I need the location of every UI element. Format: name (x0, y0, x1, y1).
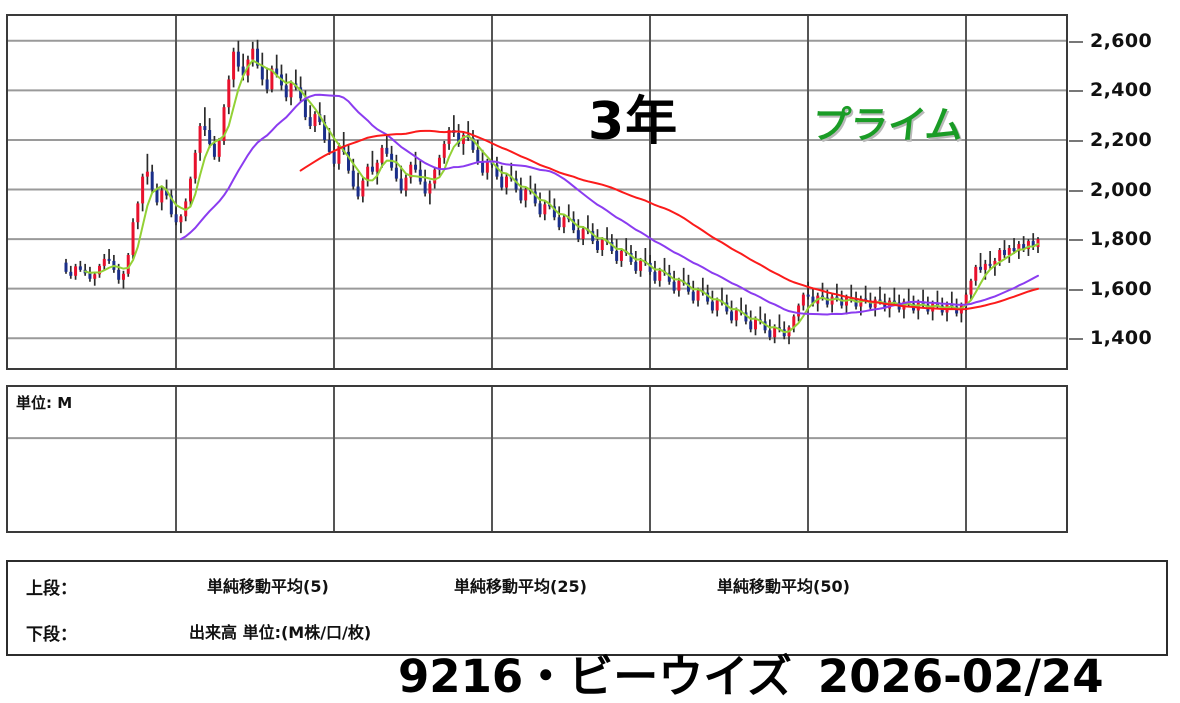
volume-unit-label: 単位: M (16, 394, 73, 412)
legend-entry-sma5-label: 単純移動平均(5) (207, 577, 329, 596)
legend-entry-volume-label: 出来高 単位:(M株/口/枚) (189, 623, 372, 642)
sma5-color-swatch (136, 584, 198, 587)
price-tick-label: 2,600 (1090, 29, 1153, 52)
period-annotation: 3年 (588, 92, 679, 152)
price-tick-mark (1069, 90, 1083, 93)
sma25-color-swatch (383, 584, 445, 587)
legend-entry-sma50-label: 単純移動平均(50) (717, 577, 850, 596)
price-plot (8, 16, 1066, 368)
legend-lower-panel-label: 下段： (26, 625, 77, 645)
market-annotation: プライム (809, 103, 966, 147)
legend-row-lower: 下段： 出来高 単位:(M株/口/枚) 9216・ビーウイズ 2026-02/24 (8, 610, 1166, 699)
ticker-title-line: 9216・ビーウイズ 2026-02/24 (398, 654, 1104, 699)
sma50-color-swatch (646, 584, 708, 587)
legend-row-upper: 上段： 単純移動平均(5) 単純移動平均(25) 単純移動平均(50) (8, 564, 1166, 606)
price-tick-mark (1069, 40, 1083, 43)
price-chart-panel (6, 14, 1068, 370)
price-tick-label: 1,600 (1090, 277, 1153, 300)
volume-color-swatch (118, 627, 180, 635)
legend-entry-volume: 出来高 単位:(M株/口/枚) (118, 619, 371, 643)
legend-entry-sma50: 単純移動平均(50) (646, 573, 850, 597)
volume-chart-panel (6, 385, 1068, 533)
price-tick-label: 2,400 (1090, 79, 1153, 102)
volume-plot (8, 387, 1066, 531)
ticker-symbol: 9216・ビーウイズ (398, 650, 792, 703)
legend-entry-sma25: 単純移動平均(25) (383, 573, 587, 597)
price-tick-label: 2,200 (1090, 128, 1153, 151)
as-of-date: 2026-02/24 (817, 650, 1104, 703)
price-tick-label: 2,000 (1090, 178, 1153, 201)
legend-entry-sma5: 単純移動平均(5) (136, 573, 329, 597)
legend-entry-sma25-label: 単純移動平均(25) (454, 577, 587, 596)
price-tick-mark (1069, 338, 1083, 341)
price-tick-mark (1069, 139, 1083, 142)
stock-chart-screenshot: 2,600 2,400 2,200 2,000 1,800 1,600 1,400 3年 プ… (6, 14, 1168, 699)
legend-upper-panel-label: 上段： (26, 579, 77, 599)
price-tick-mark (1069, 239, 1083, 242)
price-tick-mark (1069, 288, 1083, 291)
price-tick-label: 1,800 (1090, 228, 1153, 251)
price-tick-label: 1,400 (1090, 327, 1153, 350)
price-tick-mark (1069, 189, 1083, 192)
chart-legend: 上段： 単純移動平均(5) 単純移動平均(25) 単純移動平均(50) 下段： … (6, 560, 1168, 699)
